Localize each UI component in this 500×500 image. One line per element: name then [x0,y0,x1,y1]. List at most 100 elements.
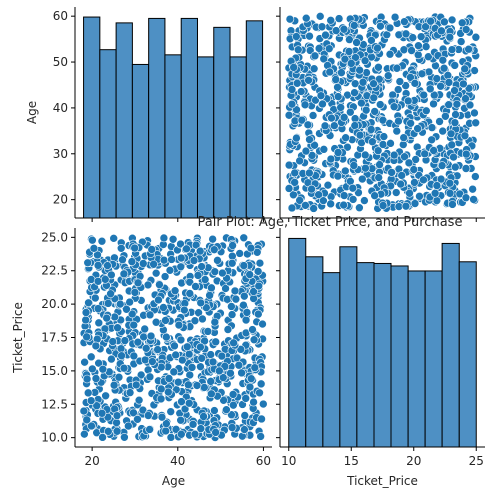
scatter-point-age-price [129,351,139,361]
scatter-point-price-age [430,188,440,198]
scatter-point-age-price [91,374,101,383]
scatter-point-price-age [331,75,341,84]
scatter-point-age-price [219,395,228,405]
scatter-point-age-price [166,407,176,416]
scatter-point-age-price [258,319,267,329]
scatter-point-price-age [334,14,344,23]
scatter-point-age-price [107,354,116,364]
scatter-point-age-price [110,312,119,322]
scatter-point-age-price [176,239,185,249]
scatter-point-age-price [223,325,233,334]
scatter-point-price-age [374,74,384,84]
scatter-point-age-price [177,429,186,439]
scatter-point-price-age [330,121,339,130]
scatter-point-price-age [361,163,370,173]
scatter-point-price-age [429,146,438,155]
scatter-point-price-age [427,135,437,145]
scatter-point-age-price [165,266,175,275]
scatter-point-age-price [245,270,255,279]
scatter-point-age-price [86,352,96,362]
scatter-point-price-age [468,184,477,194]
scatter-point-price-age [385,23,395,33]
price-y-tick-label: 15.0 [41,364,68,378]
scatter-point-price-age [375,100,385,109]
price-y-tick-label: 17.5 [41,331,68,345]
scatter-point-price-age [460,64,470,74]
scatter-point-price-age [301,146,311,156]
scatter-point-price-age [461,164,471,173]
scatter-point-price-age [400,152,409,162]
scatter-point-age-price [94,318,104,328]
scatter-point-price-age [437,26,446,36]
scatter-point-price-age [367,36,376,45]
scatter-point-price-age [415,191,424,201]
scatter-point-age-price [159,255,169,265]
scatter-point-age-price [176,335,186,345]
scatter-point-age-price [97,236,107,246]
scatter-point-price-age [350,121,360,130]
scatter-point-age-price [199,412,208,421]
scatter-point-price-age [461,193,471,203]
scatter-point-price-age [414,41,423,50]
scatter-point-price-age [406,73,415,82]
scatter-point-age-price [239,300,248,310]
scatter-point-price-age [287,99,297,109]
scatter-point-price-age [401,201,411,211]
price-hist-bar [356,262,375,448]
scatter-point-price-age [344,47,354,56]
scatter-point-price-age [287,85,297,94]
scatter-point-age-price [227,423,237,432]
scatter-point-age-price [133,337,143,347]
scatter-point-price-age [292,32,301,41]
scatter-point-price-age [285,14,295,24]
scatter-point-age-price [230,286,240,296]
scatter-point-age-price [185,277,195,287]
age-hist-bar [99,49,117,219]
scatter-point-age-price [115,299,125,309]
scatter-point-age-price [119,269,129,279]
scatter-point-price-age [314,190,323,200]
scatter-point-price-age [349,161,359,170]
scatter-point-price-age [323,180,333,190]
scatter-point-age-price [213,256,222,265]
scatter-point-age-price [159,303,168,312]
scatter-point-age-price [167,255,176,264]
scatter-point-age-price [148,357,157,366]
price-y-tick-label: 20.0 [41,297,68,311]
scatter-point-price-age [292,105,301,115]
scatter-point-price-age [321,30,330,40]
scatter-point-age-price [177,278,186,288]
scatter-point-price-age [341,133,350,143]
scatter-point-age-price [191,282,200,291]
scatter-point-price-age [393,85,403,94]
scatter-point-age-price [94,358,103,368]
scatter-point-age-price [153,345,162,354]
scatter-point-price-age [333,148,343,157]
scatter-point-age-price [180,305,189,315]
scatter-point-price-age [349,21,359,30]
scatter-point-age-price [173,377,183,387]
age-hist-bar [148,17,166,219]
scatter-point-price-age [292,78,302,88]
scatter-point-age-price [134,395,144,405]
scatter-point-age-price [145,425,154,434]
age-hist-bar [180,17,198,219]
price-hist-bar [424,270,443,448]
scatter-point-age-price [240,411,250,420]
age-hist-bar [245,20,264,219]
scatter-point-price-age [435,117,444,126]
scatter-point-age-price [93,304,103,313]
scatter-point-age-price [127,257,137,266]
scatter-point-age-price [196,362,205,371]
scatter-point-price-age [351,53,360,62]
scatter-point-age-price [145,372,155,382]
scatter-point-price-age [307,151,317,160]
scatter-point-price-age [444,100,453,110]
scatter-point-price-age [315,12,325,21]
scatter-point-age-price [161,316,170,325]
price-hist-bar [407,270,426,448]
scatter-point-age-price [203,327,213,336]
age-y-axis-label: Age [25,101,39,124]
scatter-point-price-age [339,24,349,34]
